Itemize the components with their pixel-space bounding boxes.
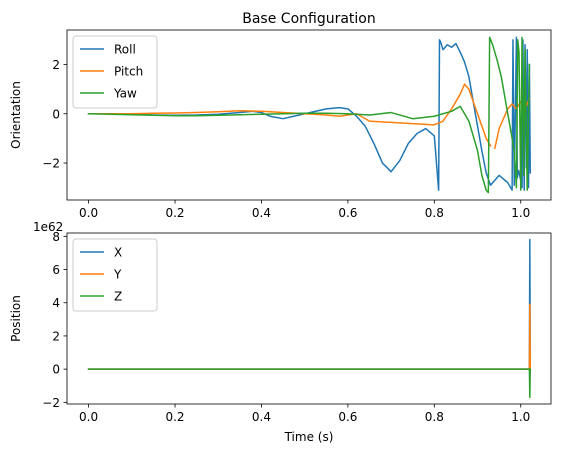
series-line-yaw [87,36,531,194]
x-tick-label: 0.4 [252,410,271,424]
x-tick-label: 0.8 [425,206,444,220]
y-offset-label: 1e62 [33,220,63,234]
chart-title: Base Configuration [242,11,376,27]
series-line-roll [87,36,532,191]
y-tick-label: 8 [52,230,60,244]
legend-label-roll: Roll [114,43,136,57]
y-tick-label: 2 [52,329,60,343]
y-tick-label: 2 [52,58,60,72]
y-tick-label: 6 [52,263,60,277]
y-tick-label: 0 [52,107,60,121]
x-tick-label: 0.2 [165,206,184,220]
y-axis-label: Position [9,295,23,342]
legend-label-pitch: Pitch [114,65,143,79]
y-tick-label: 0 [52,363,60,377]
legend-frame [72,35,158,109]
x-tick-label: 0.8 [425,410,444,424]
series-group [87,238,532,399]
legend: Roll Pitch Yaw [72,35,158,109]
y-tick-label: −2 [42,396,60,410]
x-tick-label: 0.4 [252,206,271,220]
legend-label-z: Z [114,290,122,304]
orientation-plot: 0.0 0.2 0.4 0.6 0.8 1.0 −2 0 2 Base Configuration… [9,11,552,220]
legend-label-x: X [114,246,122,260]
x-tick-label: 0.2 [165,410,184,424]
legend-label-yaw: Yaw [113,87,137,101]
y-axis-label: Orientation [9,81,23,149]
x-axis-label: Time (s) [284,430,334,444]
y-tick-label: −2 [42,157,60,171]
legend-frame [72,238,158,312]
x-tick-label: 0.0 [79,410,98,424]
x-tick-label: 0.6 [338,410,357,424]
series-group [87,36,532,194]
legend-label-y: Y [113,268,122,282]
series-line-z [87,368,532,399]
x-tick-label: 0.6 [338,206,357,220]
position-plot: 0.0 0.2 0.4 0.6 0.8 1.0 −2 0 2 4 6 8 Position Time (s… [9,220,552,444]
x-tick-label: 1.0 [511,410,530,424]
axes-frame [66,232,552,405]
x-tick-label: 0.0 [79,206,98,220]
y-tick-label: 4 [52,296,60,310]
legend: XYZ [72,238,158,312]
axes-frame [66,29,552,201]
x-tick-label: 1.0 [511,206,530,220]
